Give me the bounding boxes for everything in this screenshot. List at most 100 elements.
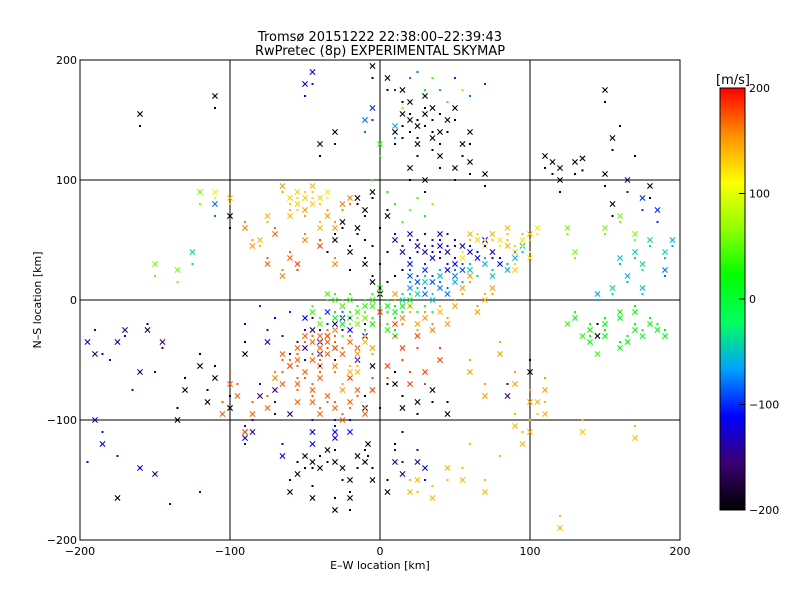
data-point-x — [347, 429, 353, 435]
data-point-x — [369, 279, 376, 285]
data-point-dot — [461, 293, 464, 295]
data-point-dot — [559, 515, 561, 517]
data-point-dot — [491, 239, 494, 241]
data-point-dot — [454, 257, 456, 259]
data-point-x — [392, 291, 398, 297]
data-point-x — [219, 411, 226, 417]
data-point-x — [602, 225, 608, 231]
data-point-dot — [664, 257, 666, 259]
data-point-x — [452, 261, 458, 267]
data-point-x — [429, 327, 436, 333]
data-point-x — [197, 363, 203, 369]
data-point-dot — [319, 407, 321, 409]
data-point-x — [317, 141, 323, 147]
data-point-x — [354, 195, 361, 201]
data-point-x — [467, 267, 473, 273]
data-point-dot — [424, 191, 426, 193]
data-point-dot — [416, 275, 419, 277]
y-tick-label: −200 — [47, 534, 77, 547]
data-point-x — [594, 333, 601, 339]
data-point-dot — [544, 401, 546, 403]
data-point-dot — [484, 479, 486, 481]
data-point-x — [467, 249, 473, 255]
data-point-x — [624, 339, 631, 345]
data-point-dot — [326, 347, 329, 349]
data-point-dot — [431, 77, 434, 79]
chart-title: Tromsø 20151222 22:38:00–22:39:43 — [257, 30, 502, 45]
data-point-dot — [416, 491, 419, 493]
data-point-dot — [364, 407, 366, 409]
data-point-dot — [401, 137, 404, 139]
data-point-dot — [559, 179, 561, 181]
data-point-dot — [386, 89, 389, 91]
data-point-dot — [334, 233, 336, 235]
data-point-dot — [611, 215, 614, 217]
data-point-x — [144, 327, 151, 333]
data-point-dot — [266, 221, 269, 223]
data-point-x — [92, 417, 98, 423]
data-point-dot — [116, 455, 119, 457]
data-point-x — [572, 159, 578, 165]
data-point-dot — [409, 479, 411, 481]
data-point-x — [452, 105, 458, 111]
data-point-x — [422, 177, 428, 183]
data-point-dot — [589, 335, 591, 337]
data-point-dot — [514, 251, 516, 253]
data-point-dot — [394, 143, 396, 145]
data-point-x — [324, 447, 331, 453]
data-point-dot — [274, 371, 276, 373]
data-point-x — [647, 183, 653, 189]
data-point-dot — [431, 275, 434, 277]
data-point-dot — [664, 275, 666, 277]
data-point-dot — [574, 257, 576, 259]
data-point-dot — [401, 311, 404, 313]
data-point-x — [452, 279, 458, 285]
data-point-dot — [334, 419, 336, 421]
data-point-dot — [431, 119, 434, 121]
data-point-x — [369, 63, 376, 69]
data-point-dot — [289, 479, 291, 481]
data-point-x — [414, 279, 421, 285]
data-point-x — [527, 255, 533, 261]
data-point-dot — [349, 419, 351, 421]
data-point-dot — [596, 299, 599, 301]
data-point-x — [332, 507, 338, 513]
data-point-dot — [214, 197, 216, 199]
data-point-dot — [334, 143, 336, 145]
data-point-dot — [424, 383, 426, 385]
data-point-x — [392, 459, 398, 465]
data-point-dot — [356, 395, 359, 397]
data-point-dot — [394, 137, 396, 139]
data-point-x — [317, 345, 323, 351]
data-point-dot — [289, 353, 291, 355]
data-point-dot — [214, 107, 216, 109]
data-point-x — [317, 375, 323, 381]
data-point-dot — [386, 281, 389, 283]
data-point-dot — [484, 245, 486, 247]
data-point-dot — [401, 269, 404, 271]
data-point-x — [527, 399, 533, 405]
data-point-dot — [341, 347, 344, 349]
data-point-x — [422, 291, 428, 297]
data-point-dot — [101, 353, 104, 355]
data-point-x — [519, 237, 526, 243]
data-point-x — [339, 321, 346, 327]
data-point-dot — [334, 293, 336, 295]
data-point-x — [429, 279, 436, 285]
data-point-dot — [566, 233, 569, 235]
data-point-dot — [364, 335, 366, 337]
data-point-dot — [461, 89, 464, 91]
data-point-x — [647, 237, 653, 243]
data-point-dot — [319, 329, 321, 331]
data-point-dot — [349, 311, 351, 313]
data-point-x — [362, 261, 368, 267]
data-point-dot — [251, 401, 254, 403]
data-point-x — [459, 141, 466, 147]
data-point-dot — [281, 335, 284, 337]
data-point-dot — [634, 425, 636, 427]
data-point-x — [489, 231, 496, 237]
data-point-dot — [289, 311, 291, 313]
data-point-dot — [454, 275, 456, 277]
data-point-x — [444, 291, 451, 297]
data-point-x — [332, 225, 338, 231]
